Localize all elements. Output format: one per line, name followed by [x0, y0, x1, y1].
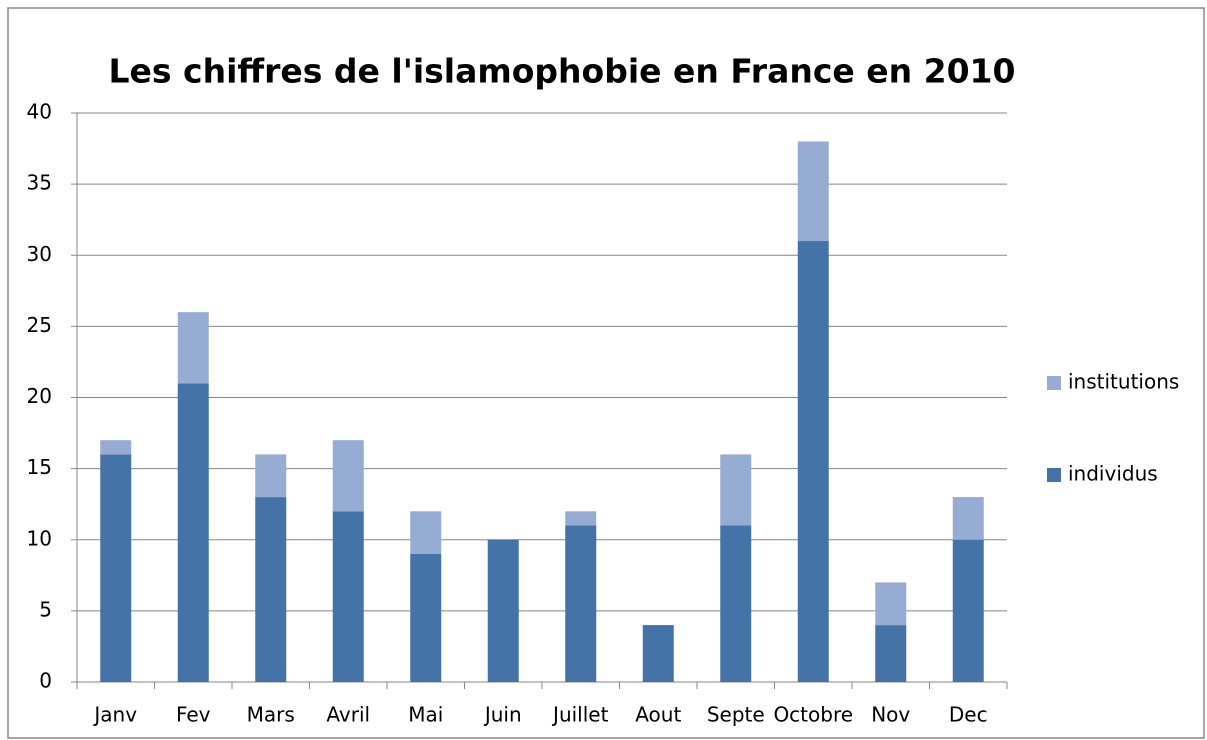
x-tick-label: Mars [247, 703, 295, 727]
bar-segment [720, 525, 752, 682]
y-tick-label: 25 [27, 313, 52, 337]
legend-label: institutions [1068, 370, 1179, 394]
bar-segment [177, 312, 209, 384]
legend-label: individus [1068, 462, 1158, 486]
x-tick-label: Septe [707, 703, 765, 727]
x-tick-label: Fev [176, 703, 211, 727]
bar-segment [332, 511, 364, 682]
x-tick-label: Juillet [551, 703, 609, 727]
bar-segment [177, 383, 209, 682]
x-tick-label: Juin [483, 703, 522, 727]
bar-segment [410, 511, 442, 554]
y-tick-label: 15 [27, 455, 52, 479]
bar-segment [100, 454, 132, 682]
bar-segment [487, 539, 519, 682]
bar-segment [797, 241, 829, 682]
bar-segment [875, 625, 907, 682]
bar-segment [952, 539, 984, 682]
bar-segment [332, 440, 364, 512]
x-tick-label: Dec [949, 703, 988, 727]
x-tick-label: Octobre [773, 703, 853, 727]
y-tick-label: 35 [27, 171, 52, 195]
y-tick-label: 40 [27, 100, 52, 124]
y-tick-label: 30 [27, 242, 52, 266]
y-tick-label: 5 [39, 597, 52, 621]
bar-segment [952, 497, 984, 540]
legend-swatch [1047, 376, 1061, 390]
x-tick-label: Nov [871, 703, 910, 727]
bar-segment [255, 497, 287, 682]
bar-segment [255, 454, 287, 498]
bar-segment [642, 625, 674, 682]
bar-segment [797, 141, 829, 242]
y-tick-label: 20 [27, 384, 52, 408]
x-tick-label: Mai [408, 703, 443, 727]
x-tick-label: Avril [326, 703, 370, 727]
bar-segment [565, 511, 597, 526]
legend-swatch [1047, 468, 1061, 482]
chart-title: Les chiffres de l'islamophobie en France… [109, 52, 1016, 91]
x-tick-label: Aout [635, 703, 681, 727]
bar-segment [875, 582, 907, 626]
y-tick-label: 10 [27, 526, 52, 550]
x-tick-label: Janv [92, 703, 137, 727]
bar-segment [720, 454, 752, 526]
bar-segment [565, 525, 597, 682]
y-tick-label: 0 [39, 669, 52, 693]
bar-segment [100, 440, 132, 455]
bar-segment [410, 553, 442, 682]
